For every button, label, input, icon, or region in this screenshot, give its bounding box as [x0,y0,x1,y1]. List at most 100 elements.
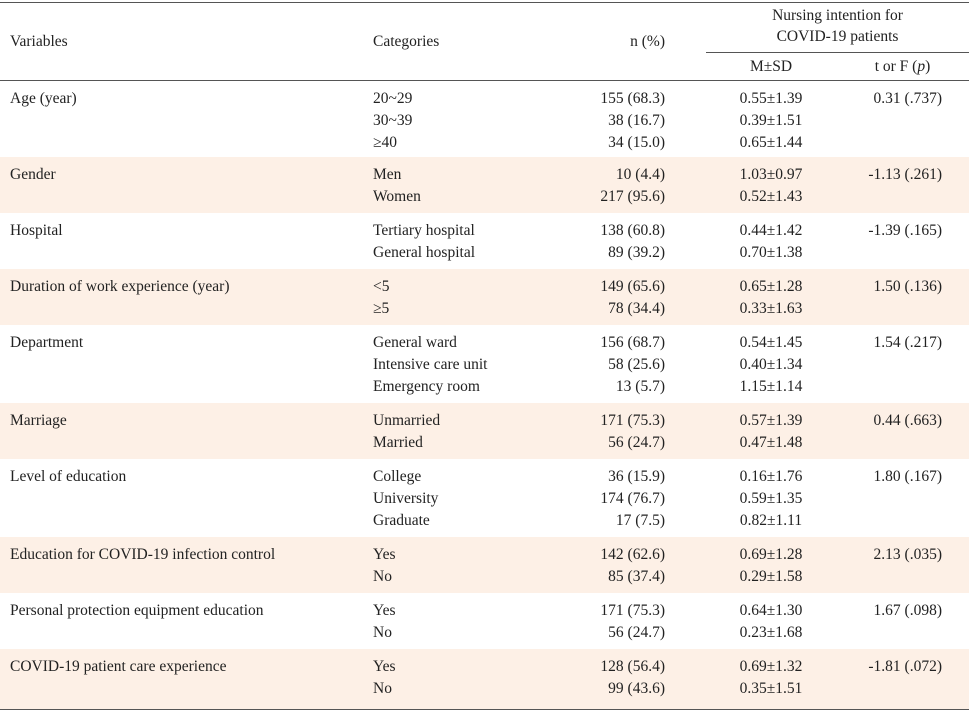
n-percent-cell-line: 36 (15.9) [608,468,665,485]
mean-sd-cell-line: 0.59±1.35 [739,490,803,507]
n-percent-cell-line: 58 (25.6) [608,356,665,373]
mean-sd-cell-line: 0.44±1.42 [739,222,803,239]
test-statistic-cell: 2.13 (.035) [873,546,942,563]
mean-sd-cell-line: 0.65±1.44 [739,134,803,151]
category-cell-line: <5 [373,278,390,295]
n-percent-cell-line: 17 (7.5) [615,512,665,529]
n-percent-cell: 36 (15.9) 174 (76.7) 17 (7.5) [600,466,665,532]
mean-sd-cell: 0.64±1.30 0.23±1.68 [706,600,836,644]
n-percent-cell-line: 13 (5.7) [615,378,665,395]
category-cell: Yes No [373,600,396,644]
mean-sd-cell: 0.54±1.45 0.40±1.34 1.15±1.14 [706,332,836,398]
mean-sd-cell-line: 0.82±1.11 [739,512,803,529]
variable-cell: Marriage [10,412,67,429]
category-cell-line: Yes [373,546,396,563]
mean-sd-cell: 0.55±1.39 0.39±1.51 0.65±1.44 [706,88,836,154]
n-percent-cell-line: 156 (68.7) [600,334,665,351]
mean-sd-cell-line: 0.35±1.51 [739,680,803,697]
category-cell: Tertiary hospital General hospital [373,220,475,264]
category-cell-line: Women [373,188,421,205]
header-bottom-rule [0,80,969,81]
variable-cell: COVID-19 patient care experience [10,658,227,675]
test-statistic-cell: 1.67 (.098) [873,602,942,619]
header-tf: t or F (p) [874,58,931,75]
test-statistic-cell: -1.39 (.165) [868,222,942,239]
mean-sd-cell-line: 0.55±1.39 [739,90,803,107]
n-percent-cell: 156 (68.7) 58 (25.6) 13 (5.7) [600,332,665,398]
n-percent-cell: 171 (75.3) 56 (24.7) [600,410,665,454]
table-row: Education for COVID-19 infection control… [0,537,969,593]
n-percent-cell-line: 155 (68.3) [600,90,665,107]
variable-cell: Department [10,334,84,351]
category-cell-line: 30~39 [373,112,413,129]
header-group-rule [706,52,969,53]
category-cell-line: Emergency room [373,378,480,395]
category-cell-line: Men [373,166,402,183]
category-cell-line: ≥5 [373,300,390,317]
header-group-line1: Nursing intention for [772,7,903,24]
n-percent-cell-line: 56 (24.7) [608,434,665,451]
test-statistic-cell: 0.31 (.737) [873,90,942,107]
header-msd: M±SD [749,58,793,75]
variable-cell: Hospital [10,222,63,239]
mean-sd-cell: 0.44±1.42 0.70±1.38 [706,220,836,264]
category-cell: General ward Intensive care unit Emergency… [373,332,487,398]
mean-sd-cell-line: 0.57±1.39 [739,412,803,429]
category-cell-line: Intensive care unit [373,356,488,373]
n-percent-cell-line: 89 (39.2) [608,244,665,261]
mean-sd-cell: 0.65±1.28 0.33±1.63 [706,276,836,320]
category-cell-line: Unmarried [373,412,441,429]
category-cell-line: Married [373,434,423,451]
category-cell-line: University [373,490,439,507]
category-cell: College University Graduate [373,466,438,532]
n-percent-cell-line: 149 (65.6) [600,278,665,295]
category-cell-line: No [373,680,392,697]
mean-sd-cell-line: 0.69±1.28 [739,546,803,563]
category-cell: Men Women [373,164,421,208]
n-percent-cell-line: 38 (16.7) [608,112,665,129]
mean-sd-cell-line: 0.52±1.43 [739,188,803,205]
n-percent-cell-line: 138 (60.8) [600,222,665,239]
table-row: Department General ward Intensive care uni… [0,325,969,403]
mean-sd-cell: 0.69±1.28 0.29±1.58 [706,544,836,588]
test-statistic-cell: -1.13 (.261) [868,166,942,183]
n-percent-cell-line: 171 (75.3) [600,602,665,619]
variable-cell: Education for COVID-19 infection control [10,546,276,563]
mean-sd-cell-line: 0.47±1.48 [739,434,803,451]
table-row: Marriage Unmarried Married 171 (75.3) 56 (24… [0,403,969,459]
header-n: n (%) [630,33,665,50]
n-percent-cell: 138 (60.8) 89 (39.2) [600,220,665,264]
table-row: Hospital Tertiary hospital General hospita… [0,213,969,269]
mean-sd-cell-line: 0.39±1.51 [739,112,803,129]
table-row: COVID-19 patient care experience Yes No 128… [0,649,969,709]
mean-sd-cell-line: 0.64±1.30 [739,602,803,619]
category-cell-line: No [373,624,392,641]
mean-sd-cell-line: 1.15±1.14 [739,378,803,395]
variable-cell: Gender [10,166,56,183]
mean-sd-cell-line: 0.29±1.58 [739,568,803,585]
table-row: Age (year) 20~29 30~39 ≥40 155 (68.3) 38 (16.… [0,81,969,157]
mean-sd-cell-line: 0.23±1.68 [739,624,803,641]
mean-sd-cell-line: 0.65±1.28 [739,278,803,295]
n-percent-cell: 142 (62.6) 85 (37.4) [600,544,665,588]
header-categories: Categories [373,33,440,50]
mean-sd-cell: 1.03±0.97 0.52±1.43 [706,164,836,208]
category-cell-line: Tertiary hospital [373,222,475,239]
test-statistic-cell: -1.81 (.072) [868,658,942,675]
table-row: Duration of work experience (year) <5 ≥5 14… [0,269,969,325]
mean-sd-cell-line: 0.70±1.38 [739,244,803,261]
category-cell: <5 ≥5 [373,276,390,320]
mean-sd-cell: 0.57±1.39 0.47±1.48 [706,410,836,454]
n-percent-cell: 10 (4.4) 217 (95.6) [600,164,665,208]
n-percent-cell: 128 (56.4) 99 (43.6) [600,656,665,700]
variable-cell: Duration of work experience (year) [10,278,230,295]
table-row: Level of education College University Gradu… [0,459,969,537]
category-cell-line: 20~29 [373,90,413,107]
header-group-line2: COVID-19 patients [776,28,899,45]
n-percent-cell-line: 78 (34.4) [608,300,665,317]
variable-cell: Level of education [10,468,127,485]
n-percent-cell-line: 56 (24.7) [608,624,665,641]
category-cell-line: College [373,468,422,485]
mean-sd-cell: 0.16±1.76 0.59±1.35 0.82±1.11 [706,466,836,532]
